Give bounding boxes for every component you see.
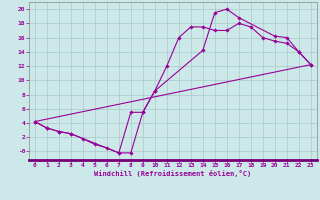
X-axis label: Windchill (Refroidissement éolien,°C): Windchill (Refroidissement éolien,°C) <box>94 170 252 177</box>
